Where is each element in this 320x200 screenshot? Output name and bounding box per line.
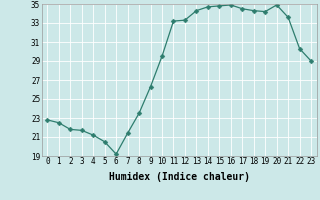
X-axis label: Humidex (Indice chaleur): Humidex (Indice chaleur) [109,172,250,182]
